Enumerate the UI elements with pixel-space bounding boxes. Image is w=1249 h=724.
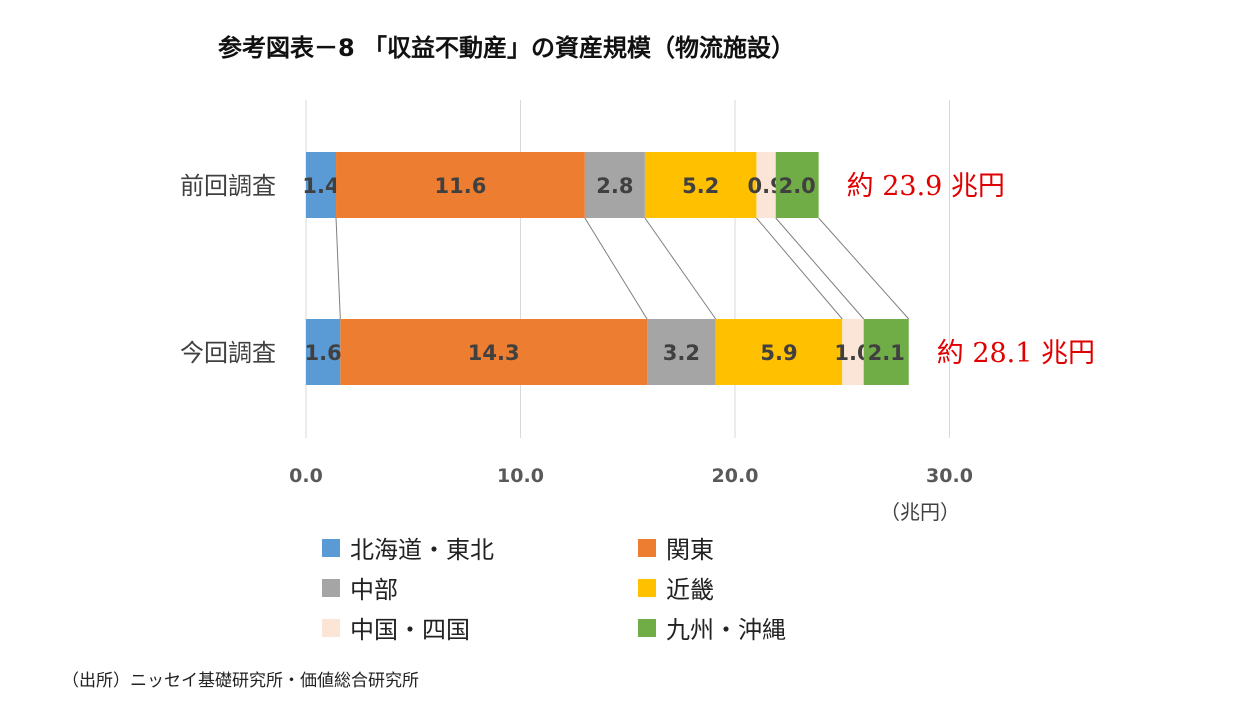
bar-segment [775, 152, 819, 218]
bar-segment [644, 152, 757, 218]
bar-segment [863, 319, 909, 385]
bar-segment [647, 319, 716, 385]
data-label: 3.2 [663, 341, 700, 365]
bar-segment [336, 152, 585, 218]
chart-title: 参考図表－8 「収益不動産」の資産規模（物流施設） [218, 34, 796, 62]
legend-swatch [322, 578, 340, 597]
legend-swatch [322, 538, 340, 557]
data-label: 1.4 [302, 174, 339, 198]
connector-line [644, 217, 717, 320]
x-tick-label: 30.0 [926, 465, 973, 487]
data-label: 2.0 [779, 174, 816, 198]
data-label: 2.8 [596, 174, 633, 198]
bar-segment [584, 152, 645, 218]
legend-label: 近畿 [666, 576, 714, 604]
bar-segment [715, 319, 843, 385]
data-label: 1.6 [305, 341, 342, 365]
legend-label: 九州・沖縄 [666, 616, 786, 644]
bar-segment [306, 319, 341, 385]
legend-item: 中国・四国 [322, 610, 470, 645]
legend-swatch [638, 618, 656, 637]
x-tick-label: 0.0 [289, 465, 323, 487]
x-tick-label: 20.0 [712, 465, 759, 487]
category-label: 今回調査 [180, 339, 276, 367]
bar-segment [756, 152, 776, 218]
legend-item: 中部 [322, 570, 398, 605]
data-label: 11.6 [435, 174, 487, 198]
legend-label: 関東 [666, 536, 714, 564]
data-label: 5.9 [760, 341, 797, 365]
legend-label: 中部 [350, 576, 398, 604]
legend-label: 北海道・東北 [350, 536, 494, 564]
legend-item: 九州・沖縄 [638, 610, 786, 645]
total-label: 約 23.9 兆円 [847, 171, 1005, 202]
source-note: （出所）ニッセイ基礎研究所・価値総合研究所 [62, 671, 419, 691]
legend-swatch [322, 618, 340, 637]
total-label: 約 28.1 兆円 [937, 338, 1095, 369]
connector-line [818, 217, 910, 320]
legend-label: 中国・四国 [350, 616, 470, 644]
bar-segment [306, 152, 337, 218]
data-label: 5.2 [682, 174, 719, 198]
legend-item: 関東 [638, 530, 714, 565]
data-label: 2.1 [868, 341, 905, 365]
connector-line [335, 217, 341, 320]
legend-item: 近畿 [638, 570, 714, 605]
bar-segment [340, 319, 648, 385]
bar-segment [842, 319, 864, 385]
legend-swatch [638, 538, 656, 557]
data-label: 14.3 [468, 341, 520, 365]
legend-swatch [638, 578, 656, 597]
x-tick-label: 10.0 [497, 465, 544, 487]
legend-item: 北海道・東北 [322, 530, 494, 565]
connector-line [775, 217, 865, 320]
x-axis-unit-label: （兆円） [880, 500, 960, 524]
connector-line [756, 217, 843, 320]
category-label: 前回調査 [180, 172, 276, 200]
connector-line [584, 217, 648, 320]
